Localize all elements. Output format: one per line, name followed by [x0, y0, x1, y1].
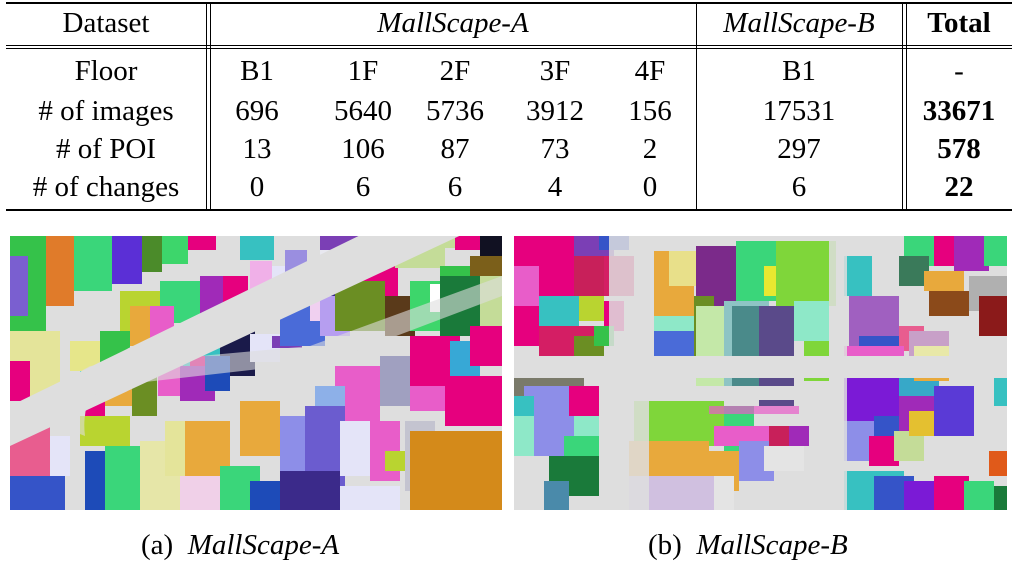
header-mallscape-b: MallScape-B [723, 7, 875, 39]
table-cell: 106 [341, 133, 385, 165]
row-label-floor: Floor [74, 55, 138, 87]
caption-a-name: MallScape-A [187, 529, 340, 561]
table-divider [206, 4, 207, 211]
table-cell: 3912 [526, 95, 584, 127]
table-cell: 6 [355, 171, 371, 203]
caption-b: (b) MallScape-B [648, 528, 848, 562]
caption-a-tag: (a) [141, 529, 174, 561]
floor-cell: 4F [634, 55, 666, 87]
floor-cell: 1F [347, 55, 379, 87]
table-cell: 0 [249, 171, 265, 203]
table-cell: 6 [791, 171, 807, 203]
header-dataset: Dataset [62, 7, 150, 39]
table-cell: 4 [547, 171, 563, 203]
table-cell: 0 [642, 171, 658, 203]
header-mallscape-a: MallScape-A [377, 7, 529, 39]
table-cell: 5640 [334, 95, 392, 127]
floor-cell: 3F [539, 55, 571, 87]
mallscape-b-floor-map [514, 236, 1007, 510]
table-cell-total: 22 [944, 171, 974, 203]
table-divider [210, 4, 211, 211]
row-label-poi: # of POI [56, 133, 156, 165]
table-cell: 6 [447, 171, 463, 203]
mallscape-a-floor-map [10, 236, 502, 510]
table-header-rule [6, 45, 1012, 46]
caption-b-name: MallScape-B [696, 529, 848, 561]
table-divider [902, 4, 903, 211]
table-top-rule [6, 2, 1012, 4]
table-divider [696, 4, 697, 211]
table-header-rule-2 [6, 48, 1012, 49]
table-cell: 17531 [762, 95, 836, 127]
floor-cell: 2F [439, 55, 471, 87]
table-cell-total: 33671 [922, 95, 996, 127]
row-label-images: # of images [38, 95, 174, 127]
table-cell: 696 [235, 95, 279, 127]
table-bottom-rule [6, 209, 1012, 211]
caption-b-tag: (b) [648, 529, 682, 561]
table-cell: 87 [440, 133, 470, 165]
table-cell: 156 [628, 95, 672, 127]
table-cell: 297 [777, 133, 821, 165]
header-total: Total [927, 7, 991, 39]
floor-cell-b: B1 [782, 55, 816, 87]
floor-cell-total: - [954, 55, 964, 87]
caption-a: (a) MallScape-A [141, 528, 339, 562]
floor-cell: B1 [240, 55, 274, 87]
table-divider [906, 4, 907, 211]
table-cell-total: 578 [937, 133, 981, 165]
table-cell: 13 [242, 133, 272, 165]
dataset-statistics-table: Dataset MallScape-A MallScape-B Total Fl… [6, 0, 1012, 214]
row-label-changes: # of changes [32, 171, 180, 203]
table-cell: 5736 [426, 95, 484, 127]
mallscape-b-map-svg [514, 236, 1007, 510]
mallscape-a-map-svg [10, 236, 502, 510]
table-cell: 73 [540, 133, 570, 165]
table-cell: 2 [642, 133, 658, 165]
